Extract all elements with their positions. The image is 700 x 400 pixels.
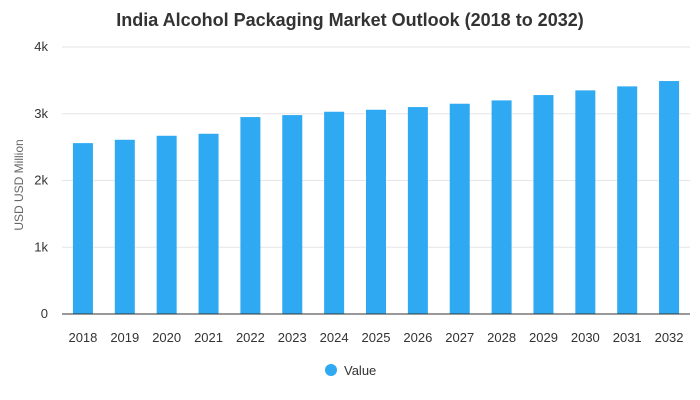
legend[interactable]: Value — [325, 363, 376, 378]
x-tick-label: 2031 — [613, 330, 642, 345]
bar-2025[interactable] — [366, 109, 386, 315]
x-tick-label: 2019 — [110, 330, 139, 345]
bar-2027[interactable] — [449, 103, 470, 314]
x-tick-label: 2025 — [362, 330, 391, 345]
x-tick-label: 2021 — [194, 330, 223, 345]
bar-2031[interactable] — [617, 86, 638, 314]
y-axis-label: USD USD Million — [12, 139, 26, 230]
bar-2028[interactable] — [491, 100, 512, 315]
x-tick-label: 2027 — [445, 330, 474, 345]
y-tick-label: 1k — [34, 239, 48, 254]
x-tick-label: 2018 — [68, 330, 97, 345]
bar-2022[interactable] — [240, 117, 261, 315]
bar-2026[interactable] — [407, 107, 428, 314]
y-tick-label: 4k — [34, 39, 48, 54]
x-tick-label: 2023 — [278, 330, 307, 345]
legend-label[interactable]: Value — [344, 363, 376, 378]
x-tick-label: 2022 — [236, 330, 265, 345]
x-tick-label: 2030 — [571, 330, 600, 345]
y-tick-label: 0 — [41, 306, 48, 321]
y-axis-ticks: 0 1k 2k 3k 4k — [34, 39, 48, 321]
bars — [72, 81, 680, 315]
bar-2024[interactable] — [324, 111, 345, 314]
x-tick-label: 2028 — [487, 330, 516, 345]
chart-title: India Alcohol Packaging Market Outlook (… — [116, 10, 583, 30]
bar-2029[interactable] — [533, 95, 554, 314]
y-tick-label: 3k — [34, 106, 48, 121]
bar-2030[interactable] — [575, 90, 596, 314]
bar-2018[interactable] — [72, 143, 93, 314]
bar-2019[interactable] — [114, 139, 135, 314]
x-tick-label: 2032 — [655, 330, 684, 345]
bar-2032[interactable] — [659, 81, 680, 314]
y-tick-label: 2k — [34, 173, 48, 188]
bar-2021[interactable] — [198, 133, 219, 314]
x-tick-label: 2024 — [320, 330, 349, 345]
x-tick-label: 2026 — [403, 330, 432, 345]
x-tick-label: 2020 — [152, 330, 181, 345]
bar-2020[interactable] — [156, 135, 177, 314]
x-axis-ticks: 2018 2019 2020 2021 2022 2023 2024 2025 2026 2027… — [68, 330, 683, 345]
bar-2023[interactable] — [282, 115, 303, 315]
x-tick-label: 2029 — [529, 330, 558, 345]
legend-marker[interactable] — [325, 364, 337, 376]
